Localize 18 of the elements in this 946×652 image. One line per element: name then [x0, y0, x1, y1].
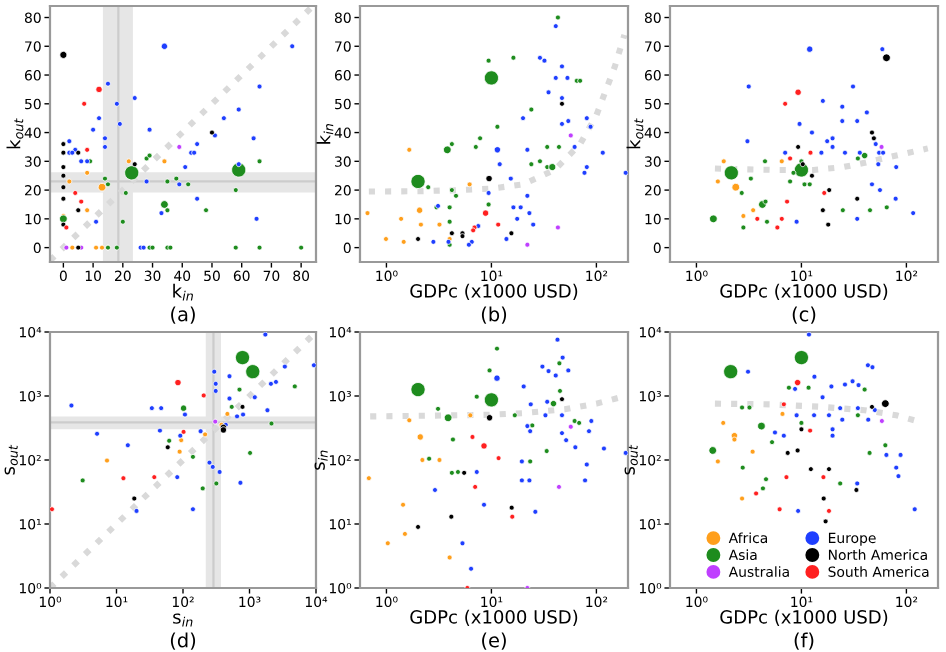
y-axis-title: k$_{out}$	[626, 118, 644, 149]
y-axis-title: s$_{out}$	[624, 444, 638, 475]
text: (c)	[792, 306, 816, 324]
x-axis-title: s$_{in}$	[173, 613, 193, 627]
text: (b)	[481, 306, 507, 324]
text: (e)	[482, 632, 506, 650]
text: (a)	[171, 306, 195, 324]
x-axis-title: GDPc (x1000 USD)	[410, 283, 578, 300]
x-axis-title: GDPc (x1000 USD)	[720, 609, 888, 626]
y-axis-title: s$_{in}$	[314, 450, 328, 470]
x-axis-title: k$_{in}$	[173, 283, 193, 301]
text: (d)	[170, 632, 196, 650]
text: (f)	[794, 632, 814, 650]
y-axis-title: k$_{out}$	[6, 118, 24, 149]
x-axis-title: GDPc (x1000 USD)	[720, 283, 888, 300]
x-axis-title: GDPc (x1000 USD)	[410, 609, 578, 626]
y-axis-title: s$_{out}$	[4, 444, 18, 475]
y-axis-title: k$_{in}$	[316, 124, 334, 144]
